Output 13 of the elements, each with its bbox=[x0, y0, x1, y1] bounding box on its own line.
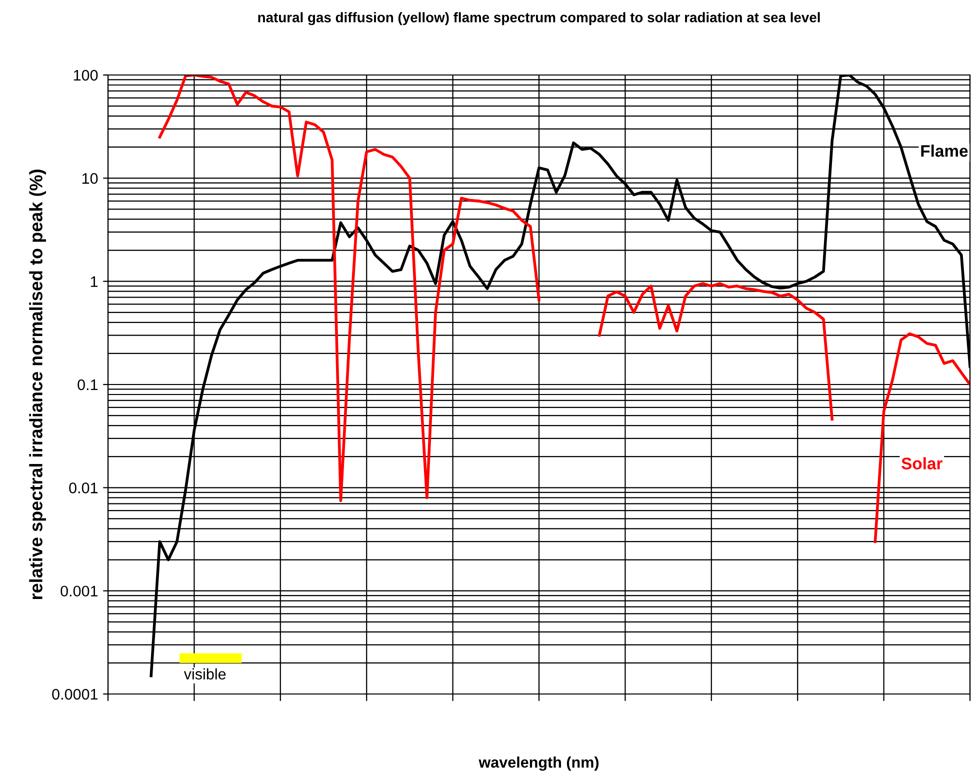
y-tick-label: 1 bbox=[90, 276, 98, 287]
chart-title: natural gas diffusion (yellow) flame spectrum compared to solar radiation at sea level bbox=[258, 12, 820, 26]
y-tick-label: 0.1 bbox=[78, 379, 98, 390]
annotation: visible bbox=[184, 668, 226, 680]
y-tick-label: 0.0001 bbox=[52, 688, 98, 700]
y-tick-label: 0.01 bbox=[69, 482, 98, 494]
x-axis-title: wavelength (nm) bbox=[478, 756, 599, 771]
y-tick-label: 100 bbox=[74, 70, 98, 81]
series-label: Solar bbox=[902, 457, 942, 470]
series-label: Flame bbox=[921, 144, 968, 157]
y-tick-label: 0.001 bbox=[60, 586, 98, 597]
y-tick-label: 10 bbox=[82, 173, 98, 184]
y-axis-title: relative spectral irradiance normalised to peak (%) bbox=[29, 170, 46, 600]
